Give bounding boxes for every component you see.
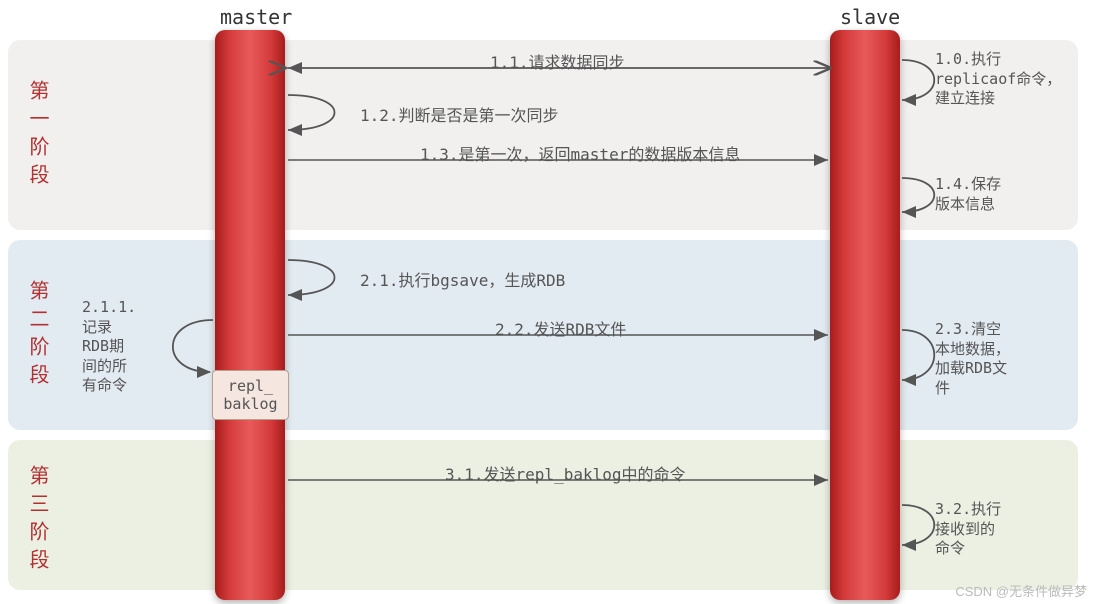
master-lifeline	[215, 30, 285, 600]
msg-1-3: 1.3.是第一次，返回master的数据版本信息	[420, 141, 740, 165]
note-1-0: 1.0.执行replicaof命令，建立连接	[935, 50, 1085, 109]
repl-baklog-box: repl_baklog	[212, 370, 289, 420]
slave-label: slave	[840, 5, 900, 29]
msg-3-1: 3.1.发送repl_baklog中的命令	[445, 461, 686, 485]
note-1-4: 1.4.保存版本信息	[935, 175, 1055, 214]
msg-2-2: 2.2.发送RDB文件	[495, 316, 626, 340]
phase-2-label: 第二阶段	[30, 280, 52, 392]
note-2-3: 2.3.清空本地数据，加载RDB文件	[935, 320, 1055, 398]
phase-1-label: 第一阶段	[30, 80, 52, 192]
slave-lifeline	[830, 30, 900, 600]
note-3-2: 3.2.执行接收到的命令	[935, 500, 1055, 559]
phase-3-label: 第三阶段	[30, 465, 52, 577]
note-2-1-1: 2.1.1.记录RDB期间的所有命令	[82, 298, 152, 396]
watermark: CSDN @无条件做异梦	[955, 581, 1087, 600]
msg-1-1: 1.1.请求数据同步	[490, 49, 625, 73]
msg-2-1: 2.1.执行bgsave，生成RDB	[360, 267, 565, 291]
master-label: master	[220, 5, 292, 29]
msg-1-2: 1.2.判断是否是第一次同步	[360, 102, 559, 126]
